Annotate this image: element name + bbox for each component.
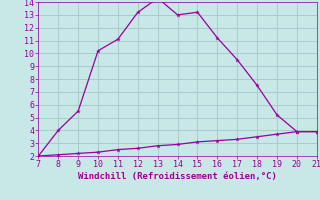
X-axis label: Windchill (Refroidissement éolien,°C): Windchill (Refroidissement éolien,°C) bbox=[78, 172, 277, 181]
